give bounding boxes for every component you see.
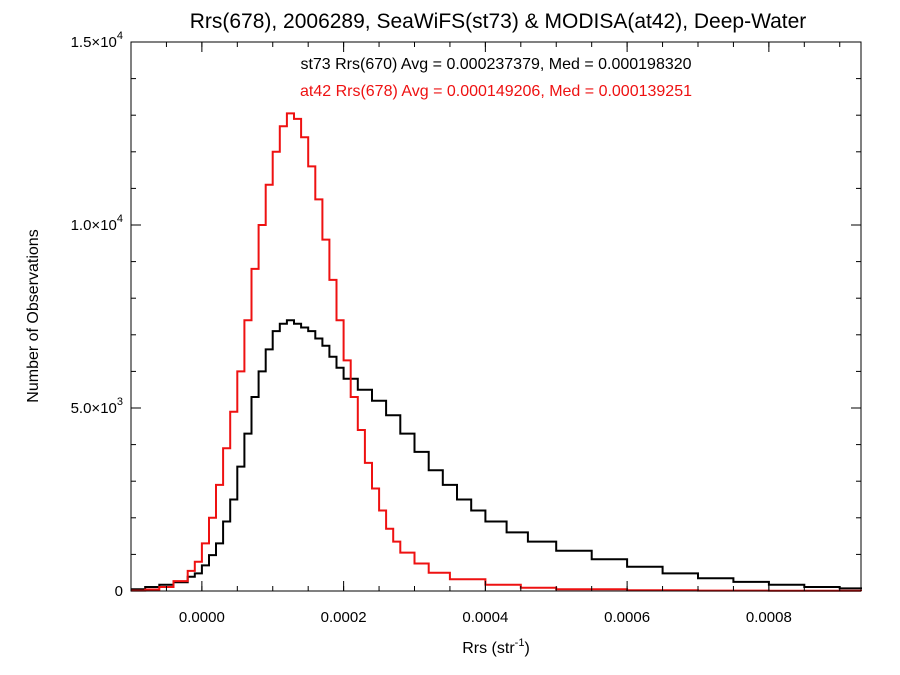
x-axis-label-exponent: -1 xyxy=(515,637,525,649)
y-tick-exponent: 4 xyxy=(117,30,123,42)
series-layer xyxy=(131,112,862,592)
stat-line-st73: st73 Rrs(670) Avg = 0.000237379, Med = 0… xyxy=(300,56,691,73)
x-tick-label: 0.0000 xyxy=(179,609,225,626)
ticks-layer: 0.0000 0.0002 0.0004 0.0006 0.0008 0 5.0×103 1.… xyxy=(71,30,861,626)
y-tick-exponent: 4 xyxy=(117,213,123,225)
y-tick-label: 1.0×104 xyxy=(71,213,123,234)
y-tick-mantissa: 5.0×10 xyxy=(71,400,117,417)
x-axis-label-close: ) xyxy=(524,640,529,657)
stat-line-at42: at42 Rrs(678) Avg = 0.000149206, Med = 0… xyxy=(300,83,692,100)
y-tick-mantissa: 1.0×10 xyxy=(71,217,117,234)
y-tick-mantissa: 0 xyxy=(115,583,123,600)
x-tick-label: 0.0006 xyxy=(604,609,650,626)
series-line-1 xyxy=(131,112,862,592)
x-tick-label: 0.0004 xyxy=(462,609,508,626)
y-tick-label: 5.0×103 xyxy=(71,396,123,417)
plot-frame xyxy=(130,41,862,592)
x-axis-label-main: Rrs (str xyxy=(462,640,515,657)
y-tick-mantissa: 1.5×10 xyxy=(71,34,117,51)
series-line-0 xyxy=(131,319,862,591)
y-tick-label: 1.5×104 xyxy=(71,30,123,51)
y-tick-exponent: 3 xyxy=(117,396,123,408)
chart-title: Rrs(678), 2006289, SeaWiFS(st73) & MODIS… xyxy=(190,10,807,33)
x-axis-label: Rrs (str-1) xyxy=(462,637,530,657)
y-tick-label: 0 xyxy=(115,583,123,600)
y-axis-label: Number of Observations xyxy=(25,229,42,402)
x-tick-label: 0.0008 xyxy=(746,609,792,626)
x-tick-label: 0.0002 xyxy=(321,609,367,626)
